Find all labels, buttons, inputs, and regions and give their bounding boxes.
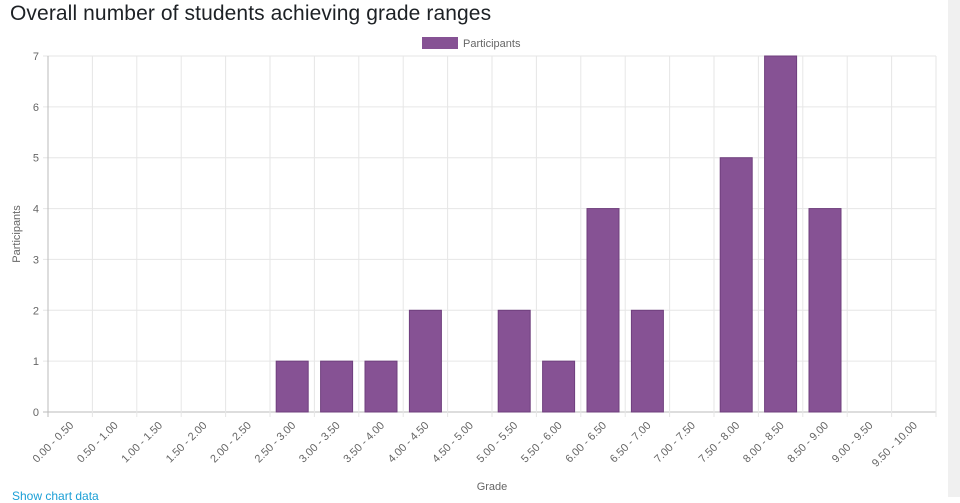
y-tick-label: 3: [33, 254, 39, 266]
bar-chart: 0 1 2 3 4 5 6 7 0.00 - 0.500.50 - 1.001.00 - 1.5…: [11, 37, 937, 493]
x-tick-label: 6.50 - 7.00: [608, 420, 654, 466]
bar[interactable]: [630, 309, 664, 413]
bar[interactable]: [719, 157, 753, 413]
x-tick-label: 1.00 - 1.50: [119, 420, 165, 466]
bar[interactable]: [764, 55, 798, 413]
bar[interactable]: [275, 360, 309, 413]
y-tick-label: 1: [33, 356, 39, 368]
y-tick-label: 4: [33, 204, 39, 216]
y-tick-label: 6: [33, 102, 39, 114]
bar[interactable]: [408, 309, 442, 413]
x-tick-label: 5.00 - 5.50: [475, 420, 521, 466]
page-title: Overall number of students achieving gra…: [10, 2, 492, 25]
x-tick-label: 9.50 - 10.00: [870, 420, 920, 470]
x-tick-label: 2.00 - 2.50: [208, 420, 254, 466]
x-tick-label: 3.00 - 3.50: [297, 420, 343, 466]
legend-swatch: [422, 37, 458, 49]
y-tick-label: 2: [33, 305, 39, 317]
bar[interactable]: [320, 360, 354, 413]
bar[interactable]: [808, 208, 842, 413]
x-tick-label: 8.00 - 8.50: [741, 420, 787, 466]
x-tick-label: 6.00 - 6.50: [563, 420, 609, 466]
legend-label: Participants: [463, 38, 521, 50]
x-tick-label: 9.00 - 9.50: [830, 420, 876, 466]
x-tick-label: 4.50 - 5.00: [430, 420, 476, 466]
x-tick-label: 2.50 - 3.00: [253, 420, 299, 466]
x-tick-label: 4.00 - 4.50: [386, 420, 432, 466]
y-tick-label: 7: [33, 51, 39, 63]
x-tick-label: 8.50 - 9.00: [785, 420, 831, 466]
x-tick-label: 3.50 - 4.00: [341, 420, 387, 466]
y-tick-label: 5: [33, 153, 39, 165]
x-tick-label: 5.50 - 6.00: [519, 420, 565, 466]
x-tick-label: 7.00 - 7.50: [652, 420, 698, 466]
bar[interactable]: [497, 309, 531, 413]
x-tick-label: 7.50 - 8.00: [697, 420, 743, 466]
scrollbar[interactable]: [948, 0, 960, 497]
x-tick-label: 1.50 - 2.00: [164, 420, 210, 466]
x-tick-label: 0.00 - 0.50: [31, 420, 77, 466]
y-axis-title: Participants: [11, 205, 23, 263]
bar[interactable]: [542, 360, 576, 413]
y-tick-label: 0: [33, 407, 39, 419]
x-axis-title: Grade: [477, 481, 508, 493]
x-tick-label: 0.50 - 1.00: [75, 420, 121, 466]
bar[interactable]: [364, 360, 398, 413]
show-chart-data-link[interactable]: Show chart data: [12, 489, 99, 503]
bar[interactable]: [586, 208, 620, 413]
